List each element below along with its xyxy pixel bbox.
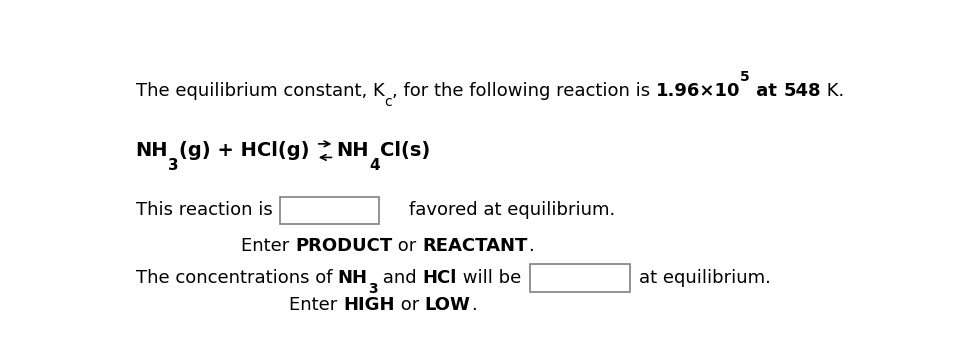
Text: HIGH: HIGH <box>343 296 395 314</box>
Text: HCl: HCl <box>422 269 456 287</box>
Text: or: or <box>392 237 422 254</box>
Text: PRODUCT: PRODUCT <box>294 237 392 254</box>
Text: NH: NH <box>337 269 367 287</box>
FancyBboxPatch shape <box>530 264 629 291</box>
Text: This reaction is: This reaction is <box>135 201 272 219</box>
Text: c: c <box>384 95 392 109</box>
Text: The concentrations of: The concentrations of <box>135 269 337 287</box>
Text: favored at equilibrium.: favored at equilibrium. <box>409 201 615 219</box>
Text: K.: K. <box>820 82 843 100</box>
Text: NH: NH <box>336 141 369 160</box>
Text: Enter: Enter <box>241 237 294 254</box>
Text: NH: NH <box>135 141 168 160</box>
Text: 3: 3 <box>367 282 377 296</box>
Text: (g) + HCl(g): (g) + HCl(g) <box>178 141 315 160</box>
Text: LOW: LOW <box>424 296 470 314</box>
Text: , for the following reaction is: , for the following reaction is <box>392 82 655 100</box>
Text: 1.96×10: 1.96×10 <box>655 82 740 100</box>
Text: or: or <box>395 296 424 314</box>
Text: Cl(s): Cl(s) <box>379 141 430 160</box>
Text: The equilibrium constant, K: The equilibrium constant, K <box>135 82 384 100</box>
Text: REACTANT: REACTANT <box>422 237 527 254</box>
Text: 5: 5 <box>740 70 749 84</box>
Text: Enter: Enter <box>289 296 343 314</box>
Text: .: . <box>527 237 533 254</box>
Text: at: at <box>749 82 782 100</box>
Text: 3: 3 <box>168 158 178 173</box>
Text: 4: 4 <box>369 158 379 173</box>
Text: 548: 548 <box>782 82 820 100</box>
Text: .: . <box>470 296 476 314</box>
Text: will be: will be <box>456 269 521 287</box>
Text: at equilibrium.: at equilibrium. <box>639 269 770 287</box>
Text: and: and <box>377 269 422 287</box>
FancyBboxPatch shape <box>279 197 379 224</box>
